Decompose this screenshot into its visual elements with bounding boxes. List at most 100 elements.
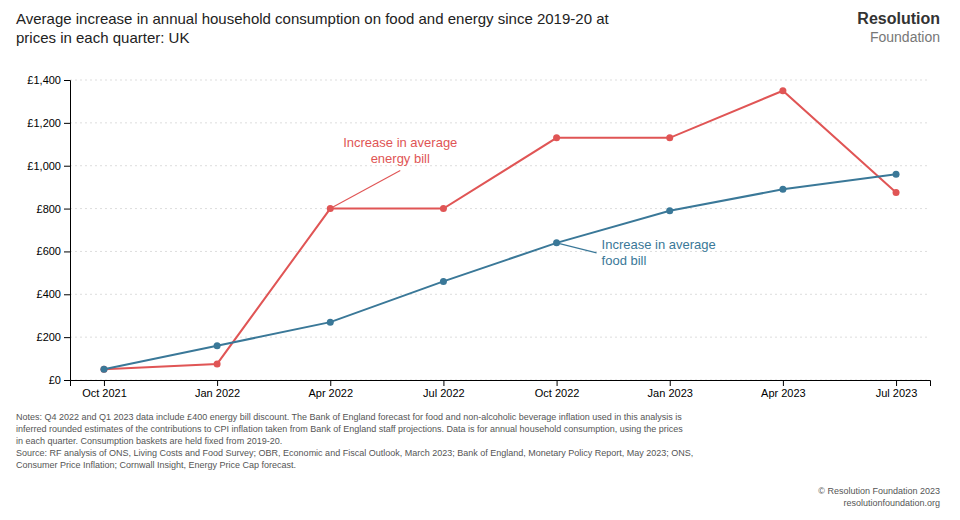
- notes: in each quarter. Consumption baskets are…: [16, 436, 282, 446]
- x-axis: Oct 2021 Jan 2022 Apr 2022 Jul 2022 Oct 2022…: [71, 380, 931, 399]
- annotation-line: energy bill: [371, 151, 430, 166]
- x-tick-mark: [104, 380, 105, 386]
- notes: Source: RF analysis of ONS, Living Costs…: [16, 448, 693, 458]
- y-tick-label: £400: [37, 288, 61, 300]
- y-tick-label: £1,400: [27, 74, 61, 86]
- x-tick-label: Oct 2022: [535, 387, 580, 399]
- y-tick-label: £800: [37, 203, 61, 215]
- point: [893, 171, 900, 178]
- x-tick-mark: [783, 380, 784, 386]
- annotation-line: food bill: [602, 253, 647, 268]
- annotation-line: Increase in average: [343, 135, 457, 150]
- x-axis-line: [71, 381, 931, 387]
- x-tick-mark: [896, 380, 897, 386]
- series: [100, 171, 899, 373]
- x-tick-label: Oct 2021: [82, 387, 127, 399]
- point: [553, 134, 560, 141]
- y-tick: £1,000: [27, 160, 70, 172]
- copyright: resolutionfoundation.org: [843, 498, 940, 508]
- x-tick: Oct 2022: [535, 380, 580, 399]
- x-tick: Jul 2022: [423, 380, 465, 399]
- y-tick-label: £1,000: [27, 160, 61, 172]
- y-tick: £800: [37, 203, 70, 215]
- point: [327, 319, 334, 326]
- title: Average increase in annual household con…: [16, 10, 609, 46]
- grid-line: [70, 165, 930, 166]
- y-tick: £200: [37, 331, 70, 343]
- point: [100, 366, 107, 373]
- x-tick: Oct 2021: [82, 380, 127, 399]
- grid: [70, 80, 930, 380]
- x-tick-mark: [443, 380, 444, 386]
- grid-line: [70, 122, 930, 123]
- x-tick-mark: [670, 380, 671, 386]
- point: [440, 278, 447, 285]
- x-tick: Apr 2023: [761, 380, 806, 399]
- x-tick-label: Apr 2023: [761, 387, 806, 399]
- y-tick-mark: [64, 166, 70, 167]
- x-tick: Jul 2023: [876, 380, 918, 399]
- notes: Notes: Q4 2022 and Q1 2023 data include …: [16, 412, 682, 422]
- x-tick-label: Jul 2022: [423, 387, 465, 399]
- point: [779, 87, 786, 94]
- point: [214, 360, 221, 367]
- y-tick-mark: [64, 251, 70, 252]
- annotation-connector: [330, 171, 400, 209]
- series-line: [104, 174, 896, 369]
- x-tick-label: Jan 2022: [195, 387, 240, 399]
- annotation-connector: [557, 243, 597, 253]
- notes: Consumer Price Inflation; Cornwall Insig…: [16, 460, 296, 470]
- y-tick: £0: [49, 374, 70, 386]
- x-tick: Jan 2022: [195, 380, 240, 399]
- y-tick: £1,200: [27, 117, 70, 129]
- copyright: © Resolution Foundation 2023: [818, 486, 940, 496]
- x-tick-mark: [217, 380, 218, 386]
- point: [666, 134, 673, 141]
- point: [779, 186, 786, 193]
- x-tick: Jan 2023: [648, 380, 693, 399]
- x-tick-mark: [330, 380, 331, 386]
- y-axis: £0 £200 £400 £600 £800 £1,000 £1,200 £1,400: [27, 74, 70, 386]
- point: [893, 189, 900, 196]
- grid-line: [70, 337, 930, 338]
- y-tick: £1,400: [27, 74, 70, 86]
- series: [100, 87, 899, 373]
- series-line: [104, 91, 896, 370]
- notes: inferred rounded estimates of the contri…: [16, 424, 683, 434]
- y-tick-mark: [64, 80, 70, 81]
- annotation-line: Increase in average: [602, 237, 716, 252]
- grid-line: [70, 80, 930, 81]
- title-line: Average increase in annual household con…: [16, 10, 609, 27]
- point: [100, 366, 107, 373]
- y-tick-mark: [64, 123, 70, 124]
- x-tick-label: Jul 2023: [876, 387, 918, 399]
- y-tick-label: £1,200: [27, 117, 61, 129]
- x-tick-label: Apr 2022: [308, 387, 353, 399]
- y-tick-mark: [64, 294, 70, 295]
- annotation: Increase in averageenergy bill: [343, 135, 457, 166]
- grid-line: [70, 251, 930, 252]
- chart: Average increase in annual household con…: [0, 0, 960, 520]
- grid-line: [70, 208, 930, 209]
- x-tick-mark: [557, 380, 558, 386]
- y-tick-mark: [64, 380, 70, 381]
- title-line: prices in each quarter: UK: [16, 29, 189, 46]
- x-tick-label: Jan 2023: [648, 387, 693, 399]
- y-axis-line: [64, 81, 71, 381]
- grid-line: [70, 294, 930, 295]
- annotations: Increase in averageenergy billIncrease i…: [330, 135, 716, 268]
- y-tick: £600: [37, 245, 70, 257]
- y-tick: £400: [37, 288, 70, 300]
- x-tick: Apr 2022: [308, 380, 353, 399]
- logo: Foundation: [870, 29, 940, 45]
- y-tick-label: £0: [49, 374, 61, 386]
- annotation: Increase in averagefood bill: [602, 237, 716, 268]
- marks: [100, 87, 899, 373]
- point: [214, 342, 221, 349]
- y-tick-mark: [64, 209, 70, 210]
- y-tick-label: £200: [37, 331, 61, 343]
- logo: Resolution: [857, 10, 940, 27]
- y-tick-mark: [64, 337, 70, 338]
- point: [440, 205, 447, 212]
- y-tick-label: £600: [37, 245, 61, 257]
